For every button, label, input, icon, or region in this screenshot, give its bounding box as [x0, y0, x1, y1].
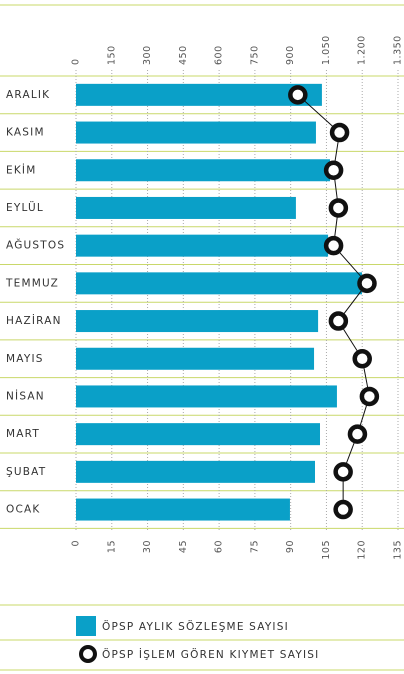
marker [357, 273, 377, 294]
legend-marker [79, 645, 97, 663]
marker [328, 198, 349, 218]
marker [323, 160, 344, 180]
x-tick-label: 0 [71, 58, 82, 65]
bar [76, 498, 290, 521]
bar [76, 347, 315, 370]
x2-tick-label: 15 [106, 540, 117, 553]
bar [76, 310, 319, 333]
x2-tick-label: 45 [178, 540, 189, 553]
x2-tick-label: 0 [71, 540, 82, 547]
x-tick-label: 450 [178, 45, 189, 65]
legend-label: ÖPSP İŞLEM GÖREN KIYMET SAYISI [102, 648, 319, 661]
marker [323, 235, 344, 256]
category-label: ARALIK [6, 89, 50, 101]
category-label: TEMMUZ [5, 277, 59, 289]
bar [76, 234, 329, 257]
bar [76, 385, 337, 408]
x2-tick-label: 135 [393, 540, 404, 560]
marker [328, 311, 349, 331]
category-label: OCAK [6, 504, 40, 516]
legend-label: ÖPSP AYLIK SÖZLEŞME SAYISI [102, 620, 289, 633]
legend-swatch [76, 616, 96, 636]
x-tick-label: 600 [214, 45, 225, 65]
bar [76, 272, 362, 295]
category-label: KASIM [6, 127, 45, 139]
bar [76, 196, 296, 219]
x-tick-label: 300 [142, 45, 153, 65]
category-label: AĞUSTOS [6, 239, 65, 252]
bar [76, 423, 321, 446]
x-tick-label: 1.200 [357, 35, 368, 65]
x-tick-label: 900 [285, 45, 296, 65]
category-label: NİSAN [6, 389, 45, 402]
x2-tick-label: 90 [285, 540, 296, 553]
marker [347, 424, 368, 444]
x2-tick-label: 75 [249, 540, 260, 553]
category-label: EYLÜL [6, 201, 44, 214]
category-label: MART [6, 428, 40, 440]
x2-tick-label: 30 [142, 540, 153, 553]
x-tick-label: 1.050 [321, 35, 332, 65]
x-tick-label: 1.350 [393, 35, 404, 65]
x2-tick-label: 120 [357, 540, 368, 560]
x-tick-label: 150 [106, 45, 117, 65]
category-label: MAYIS [6, 353, 44, 365]
bar [76, 83, 322, 106]
x-tick-label: 750 [249, 45, 260, 65]
marker [333, 499, 353, 520]
category-label: EKİM [6, 163, 36, 176]
bar [76, 159, 331, 182]
marker [352, 349, 372, 369]
x2-tick-label: 105 [321, 540, 332, 560]
marker [329, 122, 350, 143]
x2-tick-label: 60 [214, 540, 225, 553]
bar [76, 121, 316, 144]
marker [333, 462, 353, 482]
bar [76, 460, 315, 483]
marker [359, 386, 380, 407]
category-label: ŞUBAT [6, 466, 46, 478]
category-label: HAZİRAN [6, 314, 62, 327]
marker [288, 85, 308, 105]
